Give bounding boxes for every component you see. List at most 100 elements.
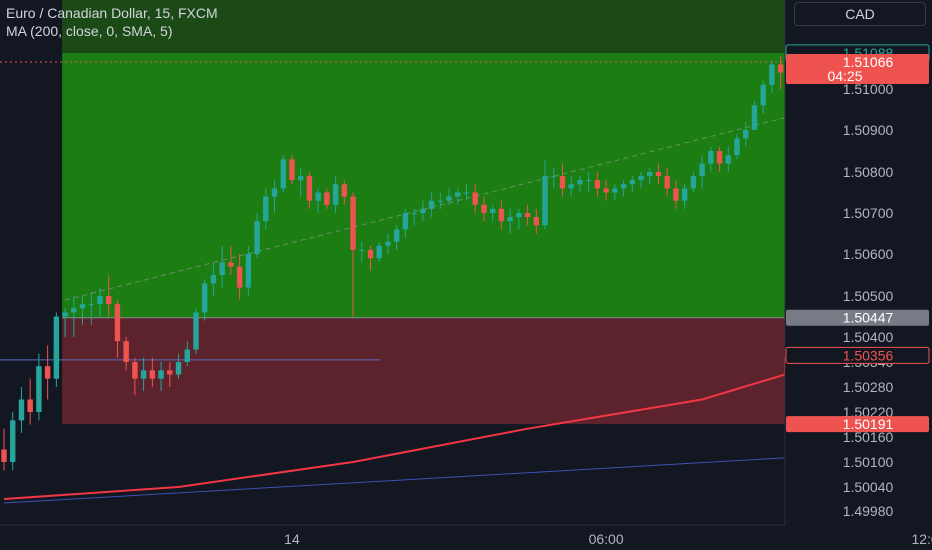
candle-body <box>36 366 42 412</box>
candle-body <box>324 192 330 205</box>
price-tick-label: 1.51000 <box>843 81 894 97</box>
trend-line <box>3 457 786 504</box>
candle-body <box>106 296 112 305</box>
candle-body <box>254 221 260 254</box>
candle-body <box>743 130 749 139</box>
candle-body <box>297 176 304 181</box>
candle-body <box>236 266 243 288</box>
price-tick-label: 1.50220 <box>843 404 894 420</box>
candle-body <box>455 192 461 197</box>
candle-body <box>647 172 653 177</box>
candle-body <box>594 180 601 189</box>
symbol-title: Euro / Canadian Dollar, 15, FXCM <box>6 5 218 21</box>
candle-body <box>690 176 697 189</box>
currency-button[interactable]: CAD <box>794 2 926 26</box>
candle-body <box>97 296 103 305</box>
candle-body <box>184 349 190 362</box>
candle-body <box>263 196 269 222</box>
candle-body <box>393 229 400 242</box>
candle-body <box>53 316 60 379</box>
candle-body <box>44 366 51 379</box>
candle-body <box>777 64 784 73</box>
candle-body <box>332 184 339 205</box>
price-axis-background <box>785 0 932 550</box>
candle-body <box>751 105 758 130</box>
candle-body <box>210 275 217 284</box>
candle-body <box>716 151 723 164</box>
candle-body <box>18 399 25 421</box>
price-tick-label: 1.50600 <box>843 246 894 262</box>
price-label-last-text: 1.51066 <box>843 54 894 70</box>
candle-body <box>62 312 68 317</box>
candle-body <box>158 370 164 379</box>
candle-body <box>228 262 234 267</box>
candle-body <box>481 204 487 213</box>
ma-indicator-label: MA (200, close, 0, SMA, 5) <box>6 23 173 39</box>
price-label-ma <box>785 346 930 364</box>
candle-body <box>507 217 513 222</box>
candle-body <box>175 362 182 375</box>
candle-body <box>629 180 635 185</box>
candle-body <box>673 188 679 201</box>
candle-body <box>1 449 7 462</box>
candle-body <box>542 176 548 226</box>
candle-body <box>516 213 522 218</box>
candle-body <box>603 188 609 193</box>
candle-body <box>585 180 592 182</box>
candle-body <box>428 200 435 209</box>
candle-body <box>612 188 618 193</box>
candle-body <box>149 370 156 379</box>
candle-body <box>27 399 33 412</box>
candle-body <box>201 283 208 313</box>
price-tick-label: 1.50280 <box>843 379 894 395</box>
candle-body <box>437 200 444 202</box>
price-label-last <box>786 53 929 84</box>
candle-body <box>699 163 705 177</box>
candle-body <box>760 84 766 106</box>
price-label-stop-text: 1.50191 <box>843 416 894 432</box>
candle-body <box>638 176 644 181</box>
candle-body <box>533 217 540 226</box>
price-label-stop <box>786 416 929 433</box>
price-tick-label: 1.50040 <box>843 479 894 495</box>
time-tick-label: 06:00 <box>589 531 624 547</box>
candle-body <box>655 172 662 177</box>
candle-body <box>280 159 286 189</box>
candle-body <box>577 180 583 185</box>
candle-body <box>359 249 365 251</box>
candle-body <box>489 208 496 213</box>
candle-body <box>167 370 173 375</box>
candle-body <box>289 159 295 181</box>
price-tick-label: 1.50700 <box>843 205 894 221</box>
candle-body <box>681 188 688 201</box>
candle-body <box>463 192 470 194</box>
candle-body <box>734 138 740 156</box>
price-tick-label: 1.50900 <box>843 122 894 138</box>
candle-body <box>271 188 278 197</box>
candle-body <box>193 312 199 350</box>
price-tick-label: 1.50500 <box>843 288 894 304</box>
candle-body <box>620 184 627 189</box>
target-zone-upper <box>62 0 785 53</box>
candle-body <box>71 308 77 313</box>
candle-body <box>524 213 531 218</box>
candle-body <box>725 155 731 164</box>
candle-body <box>140 370 147 379</box>
price-tick-label: 1.50100 <box>843 454 894 470</box>
price-tick-label: 1.49980 <box>843 503 894 519</box>
candle-body <box>446 196 452 201</box>
candle-body <box>350 196 356 250</box>
candle-body <box>123 341 129 362</box>
price-label-ma-text: 1.50356 <box>843 347 894 363</box>
candle-body <box>402 213 409 230</box>
candle-body <box>664 176 670 189</box>
candle-body <box>376 245 382 259</box>
candle-body <box>385 241 391 246</box>
time-tick-label: 14 <box>284 531 300 547</box>
price-label-entry-text: 1.50447 <box>843 310 894 326</box>
price-tick-label: 1.50160 <box>843 429 894 445</box>
time-tick-label: 12:00 <box>911 531 932 547</box>
candle-body <box>88 304 94 306</box>
candle-body <box>769 64 775 85</box>
